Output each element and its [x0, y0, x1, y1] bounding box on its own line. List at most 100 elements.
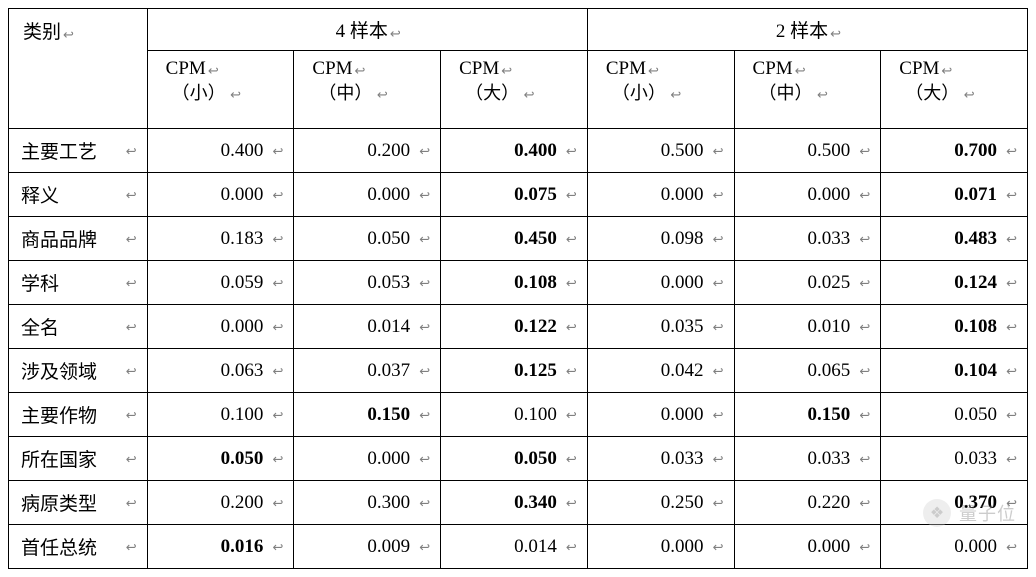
value-cell: 0.500: [587, 129, 734, 173]
row-label: 首任总统: [9, 525, 147, 568]
value: 0.035: [588, 305, 734, 348]
data-table: 类别 4 样本 2 样本 CPM（小） ↩CPM（中） ↩CPM（大） ↩CPM…: [8, 8, 1028, 569]
row-label-cell: 病原类型: [9, 481, 148, 525]
value: 0.483: [881, 217, 1027, 260]
value: 0.000: [588, 261, 734, 304]
subheader-cell: CPM（大） ↩: [881, 51, 1028, 129]
value: 0.300: [294, 481, 440, 524]
value: 0.100: [441, 393, 587, 436]
value-cell: 0.450: [441, 217, 588, 261]
row-label-cell: 主要工艺: [9, 129, 148, 173]
value-cell: 0.483: [881, 217, 1028, 261]
value-cell: 0.122: [441, 305, 588, 349]
value-cell: 0.100: [441, 393, 588, 437]
value-cell: 0.124: [881, 261, 1028, 305]
value: 0.037: [294, 349, 440, 392]
header-category: 类别: [9, 9, 148, 129]
value: 0.200: [294, 129, 440, 172]
row-label: 主要作物: [9, 393, 147, 436]
value-cell: 0.000: [587, 261, 734, 305]
value: 0.200: [148, 481, 294, 524]
value-cell: 0.000: [294, 173, 441, 217]
subheader-line1: CPM: [166, 57, 282, 82]
subheader-line2: （大） ↩: [899, 82, 1015, 105]
value: 0.000: [881, 525, 1027, 568]
value: 0.009: [294, 525, 440, 568]
value-cell: 0.000: [587, 173, 734, 217]
value: 0.400: [148, 129, 294, 172]
row-label-cell: 首任总统: [9, 525, 148, 569]
group-label-4: 4 样本: [336, 21, 399, 42]
header-group-2: 2 样本: [587, 9, 1027, 51]
value: 0.050: [294, 217, 440, 260]
value-cell: 0.100: [147, 393, 294, 437]
value: 0.000: [294, 437, 440, 480]
value-cell: 0.033: [881, 437, 1028, 481]
value: 0.108: [441, 261, 587, 304]
row-label: 病原类型: [9, 481, 147, 524]
value: 0.340: [441, 481, 587, 524]
row-label-cell: 学科: [9, 261, 148, 305]
value-cell: 0.037: [294, 349, 441, 393]
row-label: 商品品牌: [9, 217, 147, 260]
header-group-4: 4 样本: [147, 9, 587, 51]
subheader-line2: （小） ↩: [166, 82, 282, 105]
value: 0.000: [588, 525, 734, 568]
value: 0.000: [588, 393, 734, 436]
value: 0.065: [735, 349, 881, 392]
return-icon: ↩: [377, 87, 388, 102]
table-row: 全名0.0000.0140.1220.0350.0100.108: [9, 305, 1028, 349]
value-cell: 0.700: [881, 129, 1028, 173]
value-cell: 0.010: [734, 305, 881, 349]
value-cell: 0.125: [441, 349, 588, 393]
value: 0.050: [441, 437, 587, 480]
value-cell: 0.250: [587, 481, 734, 525]
table-row: 释义0.0000.0000.0750.0000.0000.071: [9, 173, 1028, 217]
subheader-cell: CPM（小） ↩: [147, 51, 294, 129]
return-icon: ↩: [817, 87, 828, 102]
row-label: 学科: [9, 261, 147, 304]
table-body: 主要工艺0.4000.2000.4000.5000.5000.700释义0.00…: [9, 129, 1028, 569]
row-label-cell: 所在国家: [9, 437, 148, 481]
value-cell: 0.050: [147, 437, 294, 481]
value: 0.250: [588, 481, 734, 524]
table-row: 主要作物0.1000.1500.1000.0000.1500.050: [9, 393, 1028, 437]
value-cell: 0.220: [734, 481, 881, 525]
value: 0.063: [148, 349, 294, 392]
value-cell: 0.035: [587, 305, 734, 349]
row-label-cell: 涉及领域: [9, 349, 148, 393]
return-icon: ↩: [670, 87, 681, 102]
subheader-line1: CPM: [753, 57, 869, 82]
value-cell: 0.065: [734, 349, 881, 393]
value: 0.053: [294, 261, 440, 304]
value: 0.042: [588, 349, 734, 392]
table-row: 所在国家0.0500.0000.0500.0330.0330.033: [9, 437, 1028, 481]
value-cell: 0.108: [441, 261, 588, 305]
value-cell: 0.000: [147, 173, 294, 217]
value: 0.000: [588, 173, 734, 216]
value: 0.124: [881, 261, 1027, 304]
return-icon: ↩: [230, 87, 241, 102]
row-label: 释义: [9, 173, 147, 216]
value: 0.125: [441, 349, 587, 392]
group-label-2: 2 样本: [776, 21, 839, 42]
value: 0.098: [588, 217, 734, 260]
row-label: 主要工艺: [9, 129, 147, 172]
value: 0.700: [881, 129, 1027, 172]
value: 0.370: [881, 481, 1027, 524]
value-cell: 0.053: [294, 261, 441, 305]
value-cell: 0.183: [147, 217, 294, 261]
value-cell: 0.033: [734, 217, 881, 261]
value-cell: 0.150: [294, 393, 441, 437]
value: 0.000: [148, 305, 294, 348]
value: 0.150: [294, 393, 440, 436]
subheader-cell: CPM（小） ↩: [587, 51, 734, 129]
subheader-line2: （中） ↩: [753, 82, 869, 105]
value: 0.014: [441, 525, 587, 568]
subheader-cell: CPM（中） ↩: [294, 51, 441, 129]
value-cell: 0.063: [147, 349, 294, 393]
row-label: 涉及领域: [9, 349, 147, 392]
value: 0.071: [881, 173, 1027, 216]
subheader-line1: CPM: [312, 57, 428, 82]
value-cell: 0.000: [734, 173, 881, 217]
